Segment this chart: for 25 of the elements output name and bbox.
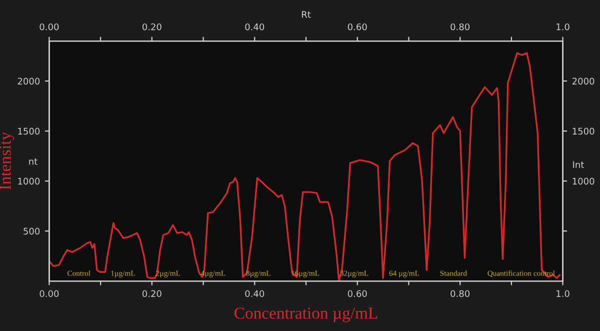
- x2-tick-label: 0.60: [348, 23, 367, 30]
- x-tick-label: 1.0: [556, 290, 570, 298]
- x-tick-label: 0.80: [450, 290, 470, 298]
- x-tick-label: 0.40: [245, 290, 264, 298]
- x2-axis-title: Rt: [302, 11, 311, 18]
- y-tick-label: 500: [24, 228, 40, 235]
- x2-tick-label: 0.00: [40, 23, 59, 30]
- x2-tick-label: 0.80: [450, 23, 470, 30]
- y2-tick-label: 1000: [572, 178, 594, 185]
- y-tick-label: 1000: [18, 178, 40, 185]
- line-series: [49, 52, 561, 281]
- text: nt: [29, 158, 38, 165]
- y2-axis-title: Int: [573, 161, 584, 168]
- y2-tick-label: 1500: [572, 128, 594, 135]
- y-axis-title: Intensity: [0, 132, 14, 190]
- x2-tick-label: 0.40: [245, 23, 264, 30]
- x2-tick-label: 1.0: [556, 23, 570, 30]
- x2-tick-label: 0.20: [142, 23, 162, 30]
- x-tick-label: 0.00: [40, 290, 59, 298]
- x-axis-title: Concentration µg/mL: [234, 308, 378, 322]
- x-tick-label: 0.60: [348, 290, 367, 298]
- y-tick-label: 1500: [18, 128, 40, 135]
- x-tick-label: 0.20: [142, 290, 162, 298]
- y-tick-label: 2000: [18, 78, 40, 85]
- y2-tick-label: 2000: [572, 78, 594, 85]
